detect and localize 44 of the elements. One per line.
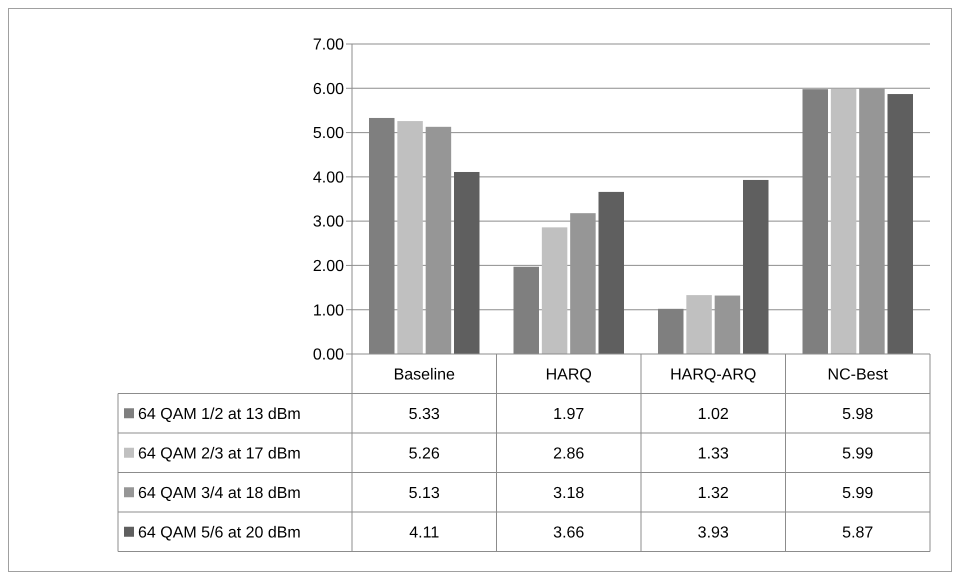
data-label: 3.93 xyxy=(698,524,729,542)
data-label: 5.98 xyxy=(842,406,874,423)
bar xyxy=(686,295,712,354)
legend-label: 64 QAM 3/4 at 18 dBm xyxy=(138,484,301,502)
bar xyxy=(830,88,856,354)
bar xyxy=(514,266,539,354)
bar xyxy=(888,94,913,354)
y-tick-label: 4.00 xyxy=(312,169,344,186)
x-tick-label: Baseline xyxy=(394,366,456,384)
data-label: 1.02 xyxy=(698,406,729,423)
x-tick-label: HARQ-ARQ xyxy=(670,366,756,384)
data-label: 5.26 xyxy=(408,445,440,462)
bar xyxy=(369,118,394,354)
data-label: 5.13 xyxy=(408,484,440,502)
y-tick-label: 5.00 xyxy=(312,125,344,142)
y-tick-label: 0.00 xyxy=(312,346,344,364)
y-tick-label: 1.00 xyxy=(312,302,344,320)
bar xyxy=(743,180,768,354)
data-label: 3.66 xyxy=(553,524,584,542)
legend-label: 64 QAM 5/6 at 20 dBm xyxy=(138,524,301,542)
data-label: 5.87 xyxy=(842,524,874,542)
data-label: 5.33 xyxy=(408,406,440,423)
bar xyxy=(542,227,568,354)
bar xyxy=(454,172,480,354)
data-label: 1.33 xyxy=(698,445,729,462)
y-tick-label: 3.00 xyxy=(312,214,344,231)
data-label: 4.11 xyxy=(409,524,440,542)
data-label: 1.97 xyxy=(553,406,584,423)
x-tick-label: HARQ xyxy=(546,366,592,384)
bar xyxy=(658,308,684,354)
y-tick-label: 7.00 xyxy=(312,36,344,54)
data-label: 5.99 xyxy=(842,484,874,502)
y-tick-label: 2.00 xyxy=(312,258,344,276)
bar xyxy=(397,121,423,354)
x-tick-label: NC-Best xyxy=(828,366,889,384)
bar xyxy=(598,192,624,354)
y-tick-label: 6.00 xyxy=(312,80,344,98)
data-label: 5.99 xyxy=(842,445,874,462)
bar xyxy=(802,89,828,354)
legend-label: 64 QAM 1/2 at 13 dBm xyxy=(138,406,301,423)
data-label: 3.18 xyxy=(553,484,584,502)
legend-label: 64 QAM 2/3 at 17 dBm xyxy=(138,445,301,462)
data-label: 2.86 xyxy=(553,445,584,462)
data-label: 1.32 xyxy=(698,484,729,502)
